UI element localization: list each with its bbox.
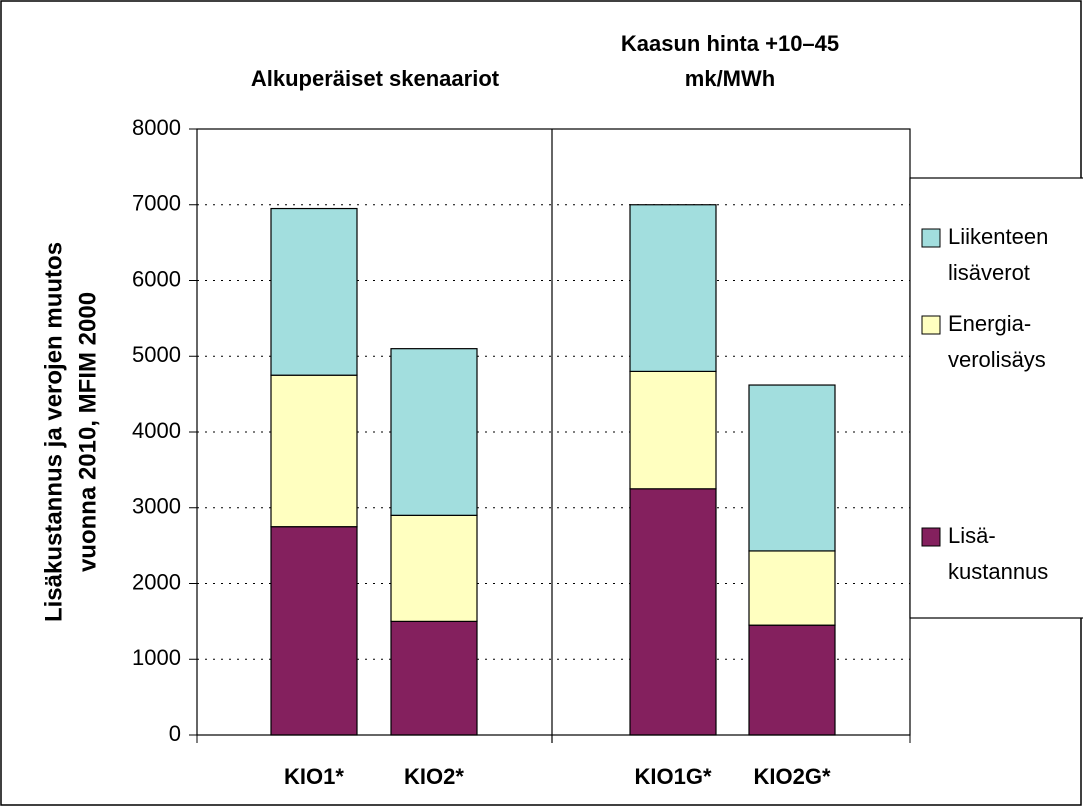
legend-label: verolisäys — [948, 347, 1046, 372]
bar-segment — [270, 207, 358, 376]
legend-label: Lisä- — [948, 523, 996, 548]
bar-segment — [629, 488, 717, 736]
bar-segment — [390, 620, 478, 736]
bar-segment — [270, 374, 358, 528]
bar-segment — [270, 526, 358, 736]
bar-segment — [629, 204, 717, 372]
y-tick-label: 7000 — [132, 191, 181, 216]
group-label: Alkuperäiset skenaariot — [251, 66, 500, 91]
x-tick-label: KIO2G* — [753, 764, 830, 789]
y-tick-label: 1000 — [132, 645, 181, 670]
y-axis-label-line: vuonna 2010, MFIM 2000 — [74, 292, 101, 572]
legend-label: Liikenteen — [948, 224, 1048, 249]
legend-swatch — [921, 527, 941, 547]
y-tick-label: 5000 — [132, 342, 181, 367]
x-tick-label: KIO2* — [404, 764, 464, 789]
group-label: Kaasun hinta +10–45 — [621, 31, 839, 56]
y-axis-label: Lisäkustannus ja verojen muutos vuonna 20… — [40, 242, 101, 622]
x-tick-label: KIO1* — [284, 764, 344, 789]
legend-swatch — [921, 315, 941, 335]
group-label: mk/MWh — [685, 66, 775, 91]
y-axis-label-line: Lisäkustannus ja verojen muutos — [40, 242, 67, 622]
legend-label: Energia- — [948, 311, 1031, 336]
bar-segment — [748, 624, 836, 736]
y-tick-label: 8000 — [132, 115, 181, 140]
y-tick-label: 2000 — [132, 569, 181, 594]
legend-label: kustannus — [948, 559, 1048, 584]
y-tick-label: 4000 — [132, 418, 181, 443]
y-tick-label: 0 — [169, 721, 181, 746]
bar-segment — [390, 514, 478, 622]
y-tick-label: 6000 — [132, 266, 181, 291]
legend-swatch — [921, 228, 941, 248]
bar-segment — [748, 384, 836, 552]
bar-segment — [629, 370, 717, 490]
y-tick-label: 3000 — [132, 494, 181, 519]
bar-segment — [748, 550, 836, 626]
legend-label: lisäverot — [948, 260, 1030, 285]
bar-segment — [390, 348, 478, 516]
x-tick-label: KIO1G* — [634, 764, 711, 789]
